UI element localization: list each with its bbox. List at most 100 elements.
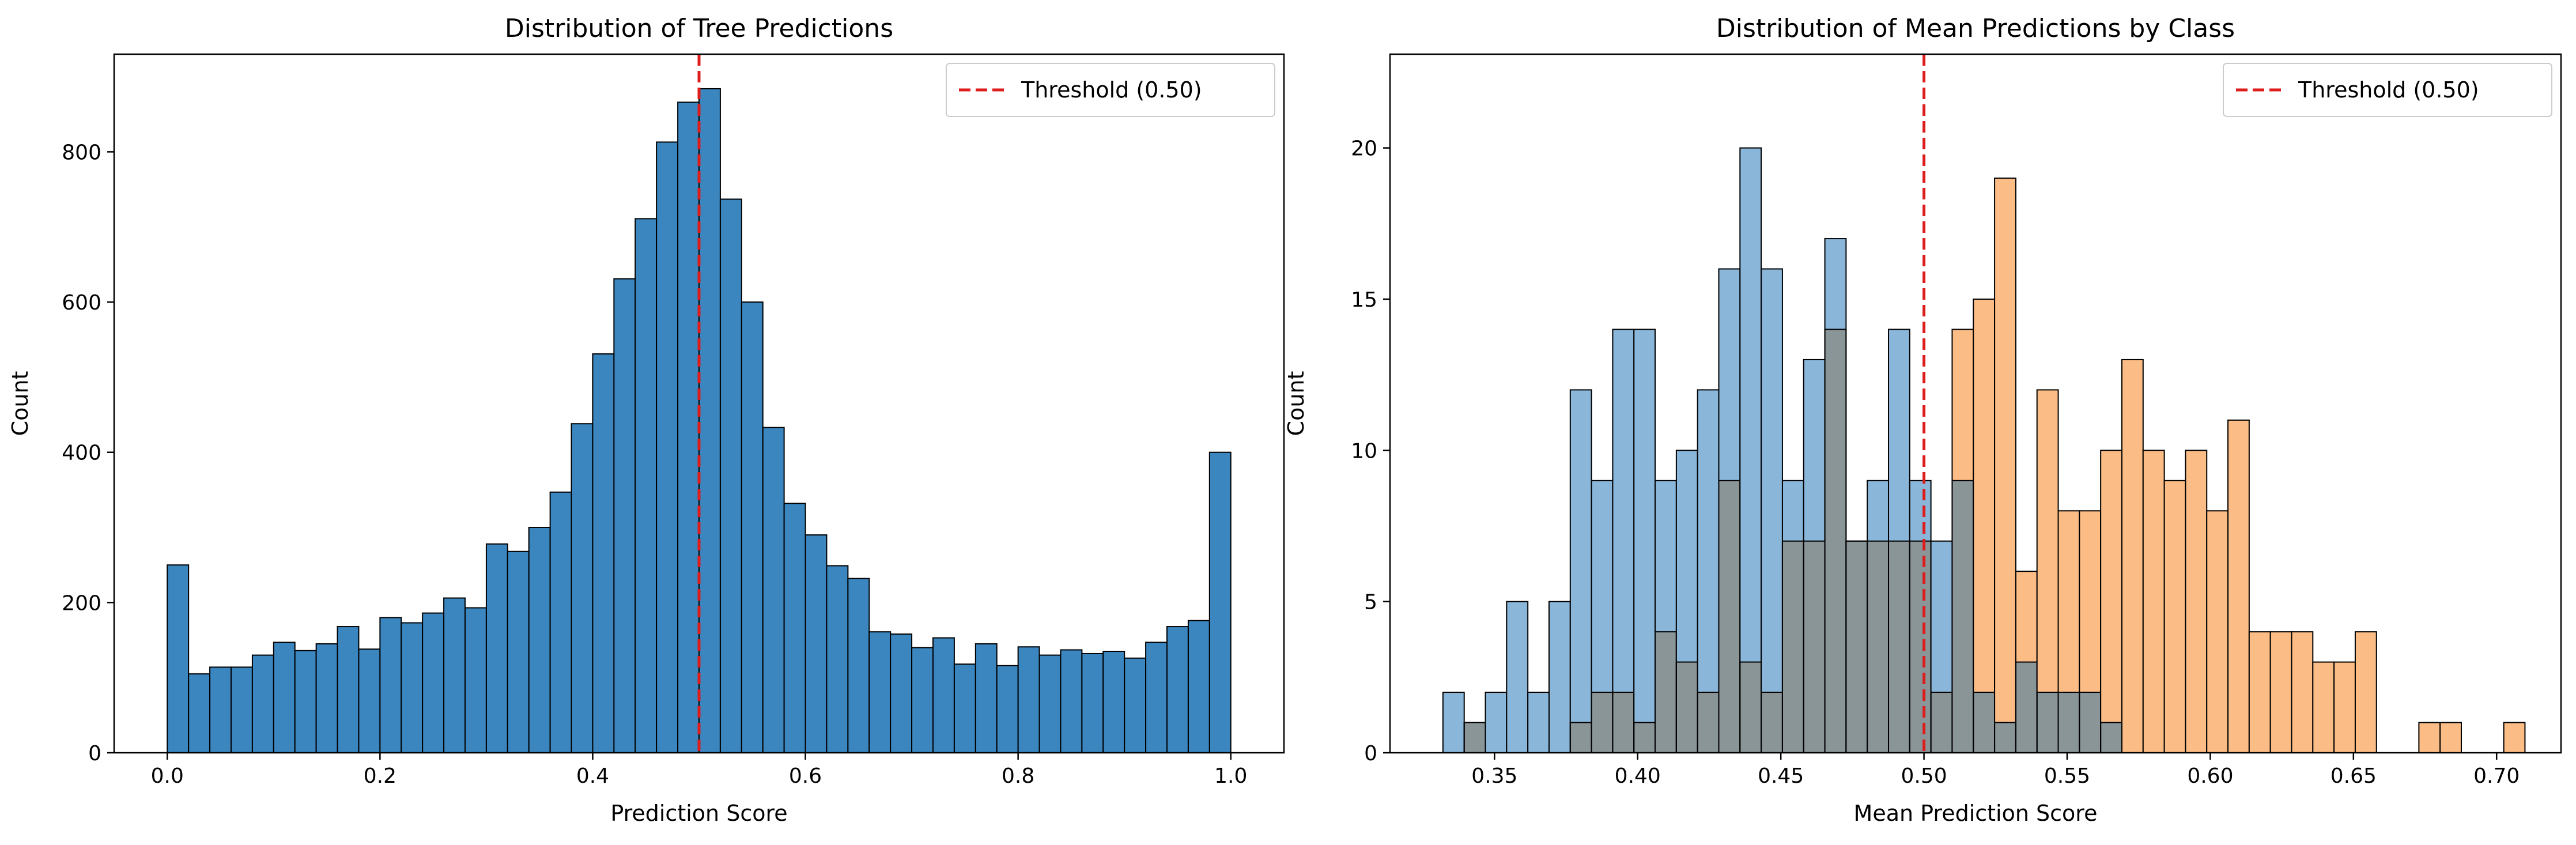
histogram-bar <box>1102 651 1125 754</box>
histogram-bar <box>337 626 360 754</box>
histogram-bar <box>1570 390 1592 723</box>
histogram-bar <box>2079 511 2101 693</box>
histogram-bar-overlap <box>1952 480 1974 753</box>
histogram-bar <box>741 301 764 753</box>
x-tick-label: 0.65 <box>2331 764 2377 788</box>
histogram-bar <box>2291 632 2313 753</box>
histogram-bar <box>1528 692 1549 753</box>
x-tick-label: 0.60 <box>2187 764 2233 788</box>
histogram-bar <box>251 654 274 754</box>
histogram-bar <box>2228 420 2249 753</box>
histogram-bar <box>1782 480 1804 541</box>
x-axis-label: Mean Prediction Score <box>1854 801 2098 826</box>
histogram-bar-overlap <box>1973 692 1995 753</box>
histogram-bar-overlap <box>1825 329 1846 753</box>
y-tick-label: 15 <box>1351 288 1377 312</box>
histogram-bar <box>571 423 594 753</box>
histogram-bar <box>315 643 338 753</box>
histogram-bar <box>358 648 381 753</box>
y-tick-label: 800 <box>62 141 101 164</box>
histogram-bar <box>826 565 849 753</box>
legend-box <box>2223 63 2552 117</box>
histogram-bar <box>1060 649 1083 753</box>
histogram-bar-overlap <box>2079 692 2101 753</box>
x-axis-label: Prediction Score <box>610 801 787 826</box>
histogram-bar-overlap <box>1740 662 1762 753</box>
histogram-bar <box>592 353 615 753</box>
histogram-bar-overlap <box>2101 722 2122 753</box>
histogram-bar <box>1995 178 2016 723</box>
histogram-bar <box>1676 450 1698 662</box>
histogram-bar <box>1506 601 1528 753</box>
histogram-bar <box>485 543 508 754</box>
histogram-bar <box>656 141 679 753</box>
histogram-bar <box>2503 722 2525 753</box>
histogram-bar <box>422 612 445 753</box>
histogram-bar <box>783 503 806 753</box>
mean-predictions-panel: 0.35 0.40 0.45 0.50 0.55 0.60 0.65 0.70 0 5 10 15 20… <box>1283 14 2562 826</box>
histogram-bar <box>2101 450 2122 723</box>
tree-predictions-bars <box>167 88 1232 754</box>
histogram-bar <box>996 665 1019 753</box>
histogram-bar <box>188 673 211 753</box>
histogram-bar-overlap <box>1634 722 1656 753</box>
histogram-bar <box>2355 632 2377 753</box>
y-tick-label: 200 <box>62 591 101 615</box>
histogram-bar-overlap <box>1697 692 1719 753</box>
plot-frame <box>1389 53 2562 754</box>
x-tick-label: 0.6 <box>789 764 822 788</box>
histogram-bar-overlap <box>1846 541 1868 753</box>
histogram-bar-overlap <box>1995 722 2016 753</box>
histogram-bar <box>2249 632 2271 753</box>
histogram-bar <box>634 218 658 754</box>
chart-title: Distribution of Tree Predictions <box>505 14 893 43</box>
histogram-bar <box>1761 269 1782 693</box>
histogram-bar-overlap <box>1888 541 1910 753</box>
histogram-bar <box>507 550 530 753</box>
histogram-bar <box>932 637 955 753</box>
histogram-bar <box>1825 239 1846 330</box>
histogram-bar <box>2270 632 2292 753</box>
mean-predictions-ticks: 0.35 0.40 0.45 0.50 0.55 0.60 0.65 0.70 0 5 10 15 20 <box>1351 137 2520 788</box>
histogram-bar <box>677 101 700 753</box>
x-tick-label: 0.70 <box>2473 764 2520 788</box>
y-tick-label: 600 <box>62 291 101 315</box>
histogram-bar <box>1718 269 1740 481</box>
tree-predictions-panel: 0.0 0.2 0.4 0.6 0.8 1.0 0 200 400 600 800 Distribu… <box>7 14 1285 826</box>
histogram-bar <box>1017 646 1040 753</box>
mean-predictions-bars <box>1442 147 2526 754</box>
histogram-bar <box>2164 480 2186 753</box>
histogram-bar-overlap <box>1931 692 1952 753</box>
legend-box <box>946 63 1275 117</box>
histogram-bar <box>379 617 402 753</box>
x-tick-label: 0.0 <box>151 764 184 788</box>
histogram-bar <box>167 564 190 753</box>
histogram-bar <box>1187 620 1210 753</box>
histogram-bar-overlap <box>1867 541 1889 753</box>
histogram-bar-overlap <box>2037 692 2058 753</box>
histogram-bar-overlap <box>1612 692 1634 753</box>
y-tick-label: 10 <box>1351 439 1377 463</box>
histogram-bar-overlap <box>1591 692 1613 753</box>
histogram-bar <box>953 663 976 753</box>
histogram-bar <box>401 622 424 754</box>
histogram-bar <box>1697 390 1719 693</box>
histogram-bar-overlap <box>1464 722 1486 753</box>
histogram-bar <box>273 642 296 753</box>
histogram-bar <box>1591 480 1613 693</box>
histogram-bar <box>1655 480 1676 632</box>
x-tick-label: 0.4 <box>576 764 609 788</box>
histogram-bar <box>2121 359 2143 753</box>
histogram-bar-overlap <box>1655 632 1676 753</box>
x-tick-label: 1.0 <box>1214 764 1247 788</box>
histogram-bar <box>2313 662 2335 753</box>
histogram-bar-overlap <box>1718 480 1740 753</box>
y-axis-label: Count <box>7 371 33 436</box>
histogram-bar <box>1931 541 1952 693</box>
histogram-bar <box>2207 511 2228 753</box>
y-tick-label: 0 <box>1364 742 1377 765</box>
x-tick-label: 0.45 <box>1758 764 1804 788</box>
histogram-bar <box>1612 329 1634 693</box>
y-tick-label: 5 <box>1364 591 1377 614</box>
histogram-bar <box>1145 642 1168 753</box>
